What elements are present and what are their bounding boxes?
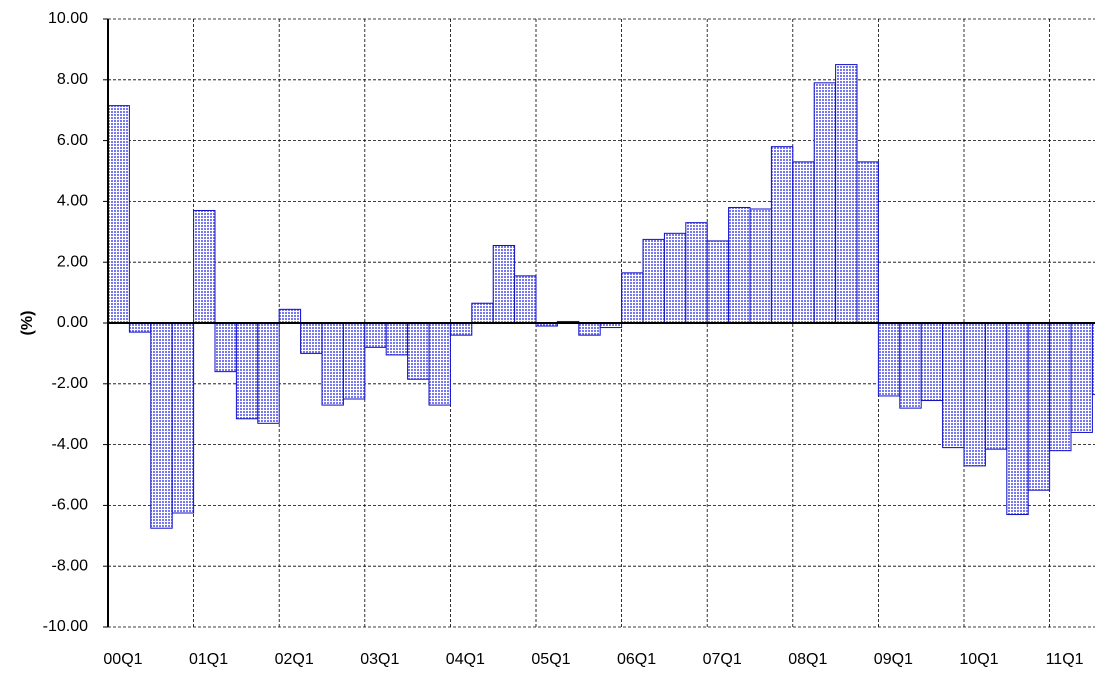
bar <box>342 322 366 400</box>
y-tick-label: 10.00 <box>48 10 88 27</box>
bar <box>193 210 216 324</box>
y-tick-label: -10.00 <box>43 618 88 635</box>
bar <box>813 82 837 324</box>
x-tick-label: 05Q1 <box>531 651 570 668</box>
bar <box>364 322 387 348</box>
bar <box>578 322 601 336</box>
y-axis-label: (%) <box>19 311 36 336</box>
bar <box>920 322 944 402</box>
bar <box>642 238 665 324</box>
bar <box>235 322 259 420</box>
x-tick-label: 01Q1 <box>189 651 228 668</box>
bar <box>621 272 644 324</box>
bar <box>492 244 516 324</box>
bar <box>128 322 152 333</box>
bar <box>1070 322 1093 433</box>
bar <box>428 322 451 406</box>
y-tick-label: 4.00 <box>57 193 88 210</box>
y-tick-label: 6.00 <box>57 132 88 149</box>
bar <box>214 322 237 373</box>
y-tick-label: 8.00 <box>57 71 88 88</box>
x-tick-label: 10Q1 <box>959 651 998 668</box>
x-tick-label: 03Q1 <box>360 651 399 668</box>
bar <box>685 222 708 324</box>
x-tick-label: 11Q1 <box>1046 651 1084 668</box>
bar <box>300 322 323 354</box>
y-tick-label: -8.00 <box>52 557 89 574</box>
bar <box>449 322 473 336</box>
y-tick-label: -2.00 <box>52 375 89 392</box>
bar <box>514 275 537 324</box>
bar <box>171 322 195 514</box>
y-tick-label: 0.00 <box>57 314 88 331</box>
bar <box>1091 322 1095 395</box>
bar <box>792 161 815 324</box>
bar <box>1027 322 1051 491</box>
bar <box>385 322 409 356</box>
bar <box>407 322 430 380</box>
bar <box>321 322 344 406</box>
bar <box>963 322 986 467</box>
bar <box>471 302 494 324</box>
bar <box>942 322 965 449</box>
bar <box>835 64 858 324</box>
bar <box>984 322 1008 450</box>
x-tick-label: 08Q1 <box>788 651 827 668</box>
bar <box>749 208 772 324</box>
x-tick-label: 00Q1 <box>103 651 142 668</box>
x-tick-label: 04Q1 <box>446 651 485 668</box>
x-tick-label: 09Q1 <box>874 651 913 668</box>
bar <box>663 232 687 324</box>
bar <box>257 322 280 424</box>
x-tick-label: 02Q1 <box>275 651 314 668</box>
bar <box>278 308 302 324</box>
y-tick-label: 2.00 <box>57 253 88 270</box>
bar <box>1049 322 1072 452</box>
bar <box>877 322 901 397</box>
bar <box>728 206 751 324</box>
bar <box>856 161 879 324</box>
bar <box>899 322 922 409</box>
bar <box>1006 322 1029 516</box>
bar <box>706 240 730 324</box>
bar <box>770 146 794 324</box>
bar <box>107 105 130 324</box>
y-tick-label: -4.00 <box>52 436 89 453</box>
y-tick-label: -6.00 <box>52 497 89 514</box>
x-tick-label: 07Q1 <box>703 651 742 668</box>
x-tick-label: 06Q1 <box>617 651 656 668</box>
bar <box>150 322 173 529</box>
